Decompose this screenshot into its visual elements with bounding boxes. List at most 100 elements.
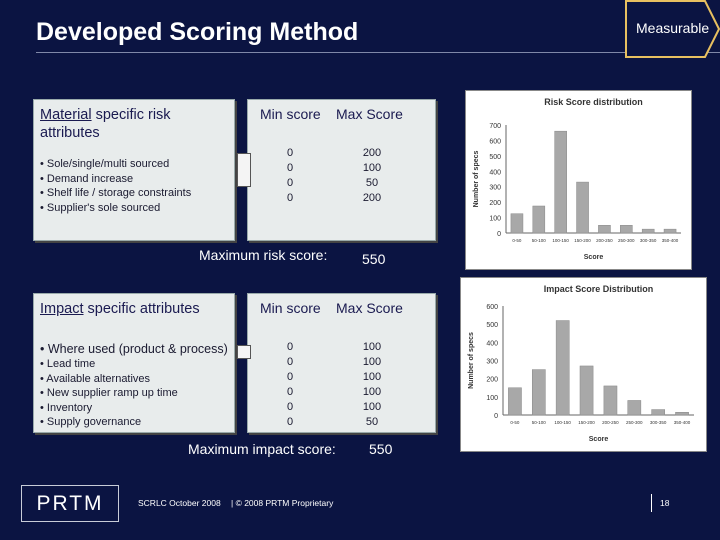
y-tick-label: 600: [486, 304, 498, 311]
impact-score-chart-svg: Impact Score Distribution 0 100 200 300 400 50…: [468, 284, 694, 443]
x-tick-label: 50-100: [532, 238, 547, 243]
y-tick-label: 100: [486, 395, 498, 402]
chart-title: Risk Score distribution: [544, 97, 643, 107]
y-tick-label: 0: [494, 413, 498, 420]
x-tick-label: 0-50: [510, 420, 520, 425]
y-tick-label: 500: [489, 154, 501, 161]
bar: [603, 385, 618, 416]
y-tick-label: 400: [486, 340, 498, 347]
y-tick-label: 200: [486, 377, 498, 384]
y-tick-label: 300: [486, 359, 498, 366]
impact-score-chart: Impact Score Distribution 0 100 200 300 400 50…: [460, 277, 707, 452]
risk-score-chart: Risk Score distribution 0 100 200 300 400 500 6…: [465, 90, 692, 270]
min-value: 0: [286, 192, 294, 204]
min-value: 0: [286, 386, 294, 398]
bar: [531, 369, 546, 416]
min-value: 0: [286, 147, 294, 159]
min-value: 0: [286, 341, 294, 353]
x-tick-label: 0-50: [512, 238, 522, 243]
y-tick-label: 600: [489, 138, 501, 145]
bar: [663, 228, 677, 234]
y-tick-label: 200: [489, 200, 501, 207]
bar: [627, 400, 642, 416]
x-tick-label: 300-350: [640, 238, 657, 243]
list-item: • Supply governance: [40, 416, 142, 428]
list-item: • New supplier ramp up time: [40, 387, 178, 399]
x-tick-label: 50-100: [532, 420, 547, 425]
min-value: 0: [286, 356, 294, 368]
footer-date: SCRLC October 2008: [138, 498, 221, 508]
bar: [651, 409, 666, 416]
x-tick-label: 100-150: [552, 238, 569, 243]
max-value: 100: [362, 356, 382, 368]
y-tick-label: 300: [489, 185, 501, 192]
bar: [576, 181, 589, 234]
bar: [554, 130, 567, 234]
bar: [510, 213, 524, 234]
max-value: 200: [362, 147, 382, 159]
x-tick-label: 350-400: [662, 238, 679, 243]
min-value: 0: [286, 371, 294, 383]
bar: [579, 365, 594, 416]
max-value: 50: [365, 177, 379, 189]
x-tick-label: 150-200: [574, 238, 591, 243]
list-item: • Available alternatives: [40, 372, 151, 385]
list-item: • Demand increase: [40, 172, 134, 185]
material-attributes-panel: [33, 99, 235, 241]
list-item: • Shelf life / storage constraints: [40, 187, 192, 199]
x-tick-label: 100-150: [554, 420, 571, 425]
material-min-column: 0 0 0 0: [275, 146, 305, 206]
measurable-label: Measurable: [636, 20, 710, 36]
bar: [620, 225, 633, 234]
page-divider: [651, 494, 652, 512]
min-value: 0: [286, 162, 294, 174]
max-value: 200: [362, 192, 382, 204]
y-tick-label: 500: [486, 322, 498, 329]
impact-max-column: 100 100 100 100 100 50: [357, 340, 387, 430]
list-item: • Sole/single/multi sourced: [40, 158, 170, 170]
page-number: 18: [660, 498, 670, 508]
max-value: 100: [362, 371, 382, 383]
measurable-arrow-icon: [625, 0, 720, 58]
impact-bullet-list: • Where used (product & process) • Lead …: [40, 342, 228, 430]
x-tick-label: 250-300: [626, 420, 643, 425]
bar: [532, 205, 546, 234]
impact-attributes-panel: [33, 293, 235, 433]
min-value: 0: [286, 401, 294, 413]
y-axis-label: Number of specs: [468, 332, 475, 389]
max-risk-score-label: Maximum risk score:: [199, 247, 328, 263]
x-axis-label: Score: [584, 254, 604, 261]
bar: [508, 387, 522, 416]
bar: [641, 228, 655, 234]
max-value: 100: [362, 341, 382, 353]
impact-min-column: 0 0 0 0 0 0: [275, 340, 305, 430]
max-value: 100: [362, 386, 382, 398]
x-tick-label: 200-250: [602, 420, 619, 425]
bar: [555, 320, 570, 416]
x-tick-label: 250-300: [618, 238, 635, 243]
impact-min-header: Min score: [260, 300, 321, 316]
material-min-header: Min score: [260, 106, 321, 122]
list-item: • Inventory: [40, 401, 93, 414]
material-bullet-list: • Sole/single/multi sourced • Demand inc…: [40, 157, 191, 215]
x-tick-label: 350-400: [674, 420, 691, 425]
max-value: 100: [362, 401, 382, 413]
impact-score-panel: [247, 293, 436, 433]
max-value: 50: [365, 416, 379, 428]
max-impact-score-label: Maximum impact score:: [188, 441, 336, 457]
risk-score-chart-svg: Risk Score distribution 0 100 200 300 400 500 6…: [473, 97, 681, 261]
title-divider: [36, 52, 720, 53]
max-impact-score-value: 550: [369, 441, 393, 457]
x-tick-label: 150-200: [578, 420, 595, 425]
material-max-column: 200 100 50 200: [357, 146, 387, 206]
x-tick-label: 300-350: [650, 420, 667, 425]
min-value: 0: [286, 416, 294, 428]
y-tick-label: 700: [489, 123, 501, 130]
y-axis-label: Number of specs: [473, 150, 480, 207]
x-axis-label: Score: [589, 436, 609, 443]
impact-panel-title: Impact specific attributes: [40, 301, 200, 317]
material-panel-title: Material specific risk attributes: [40, 107, 171, 141]
bar: [675, 412, 689, 416]
impact-bracket: [237, 345, 251, 359]
y-tick-label: 100: [489, 216, 501, 223]
